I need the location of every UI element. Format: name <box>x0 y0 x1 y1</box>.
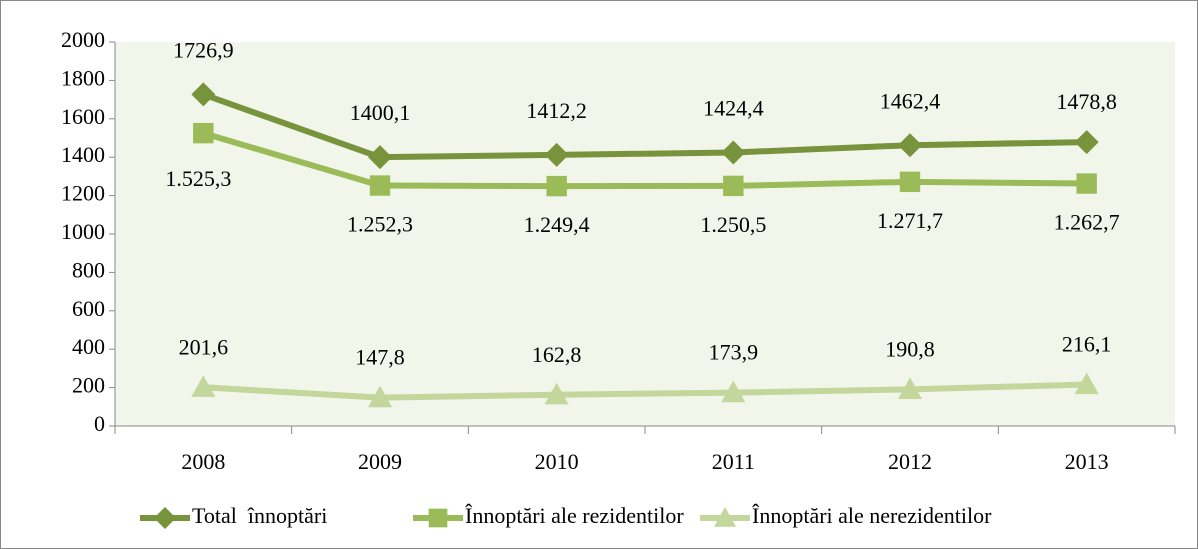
data-label: 147,8 <box>355 345 405 370</box>
marker <box>193 122 214 144</box>
legend-label: Înnoptări ale nerezidentilor <box>752 503 992 528</box>
plot-area <box>115 42 1175 426</box>
data-label: 1.525,3 <box>165 166 231 191</box>
marker <box>544 382 569 405</box>
x-tick-label: 2008 <box>181 449 225 474</box>
marker <box>721 140 746 165</box>
marker <box>368 145 392 170</box>
marker <box>1074 130 1099 155</box>
x-tick-label: 2013 <box>1065 449 1109 474</box>
y-tick-label: 1200 <box>61 181 105 206</box>
marker <box>428 508 448 528</box>
data-label: 1.271,7 <box>877 208 943 233</box>
marker <box>191 82 216 107</box>
y-tick-label: 1800 <box>61 65 105 90</box>
data-label: 1412,2 <box>526 98 587 123</box>
data-label: 1.252,3 <box>347 212 413 237</box>
marker <box>1074 372 1099 395</box>
marker <box>898 133 922 158</box>
series-line <box>202 91 1087 161</box>
y-tick-label: 1600 <box>61 104 105 129</box>
marker <box>714 507 736 527</box>
y-tick-label: 200 <box>72 373 105 398</box>
data-label: 173,9 <box>709 340 759 365</box>
data-label: 201,6 <box>179 334 229 359</box>
y-tick-label: 400 <box>72 334 105 359</box>
marker <box>721 380 746 403</box>
x-tick-label: 2012 <box>888 449 932 474</box>
y-tick-label: 800 <box>72 257 105 282</box>
marker <box>369 175 391 196</box>
series-line <box>202 130 1087 190</box>
marker <box>368 385 392 408</box>
marker <box>1076 173 1097 194</box>
y-tick-label: 1000 <box>61 219 105 244</box>
legend-label: Înnoptări ale rezidentilor <box>465 503 684 528</box>
y-tick-label: 600 <box>72 296 105 321</box>
data-label: 190,8 <box>885 336 935 361</box>
y-tick-label: 1400 <box>61 142 105 167</box>
marker <box>898 377 922 399</box>
x-tick-label: 2010 <box>535 449 579 474</box>
data-label: 1478,8 <box>1056 89 1117 114</box>
marker <box>544 142 569 167</box>
data-label: 1424,4 <box>703 96 764 121</box>
x-tick-label: 2011 <box>712 449 755 474</box>
marker <box>723 175 744 197</box>
data-label: 1726,9 <box>173 37 234 62</box>
legend-label: Total înnoptări <box>192 503 327 528</box>
marker <box>154 507 176 529</box>
data-label: 1.262,7 <box>1054 210 1120 235</box>
x-tick-label: 2009 <box>358 449 402 474</box>
y-tick-label: 0 <box>94 411 105 436</box>
y-tick-label: 2000 <box>61 27 105 52</box>
series-line <box>203 381 1087 401</box>
marker <box>546 175 567 197</box>
data-label: 1400,1 <box>350 100 411 125</box>
marker <box>191 375 216 397</box>
data-label: 216,1 <box>1062 332 1112 357</box>
data-label: 1.249,4 <box>524 212 590 237</box>
marker <box>899 171 921 193</box>
data-label: 1.250,5 <box>700 212 766 237</box>
data-label: 1462,4 <box>880 88 941 113</box>
data-label: 162,8 <box>532 342 582 367</box>
